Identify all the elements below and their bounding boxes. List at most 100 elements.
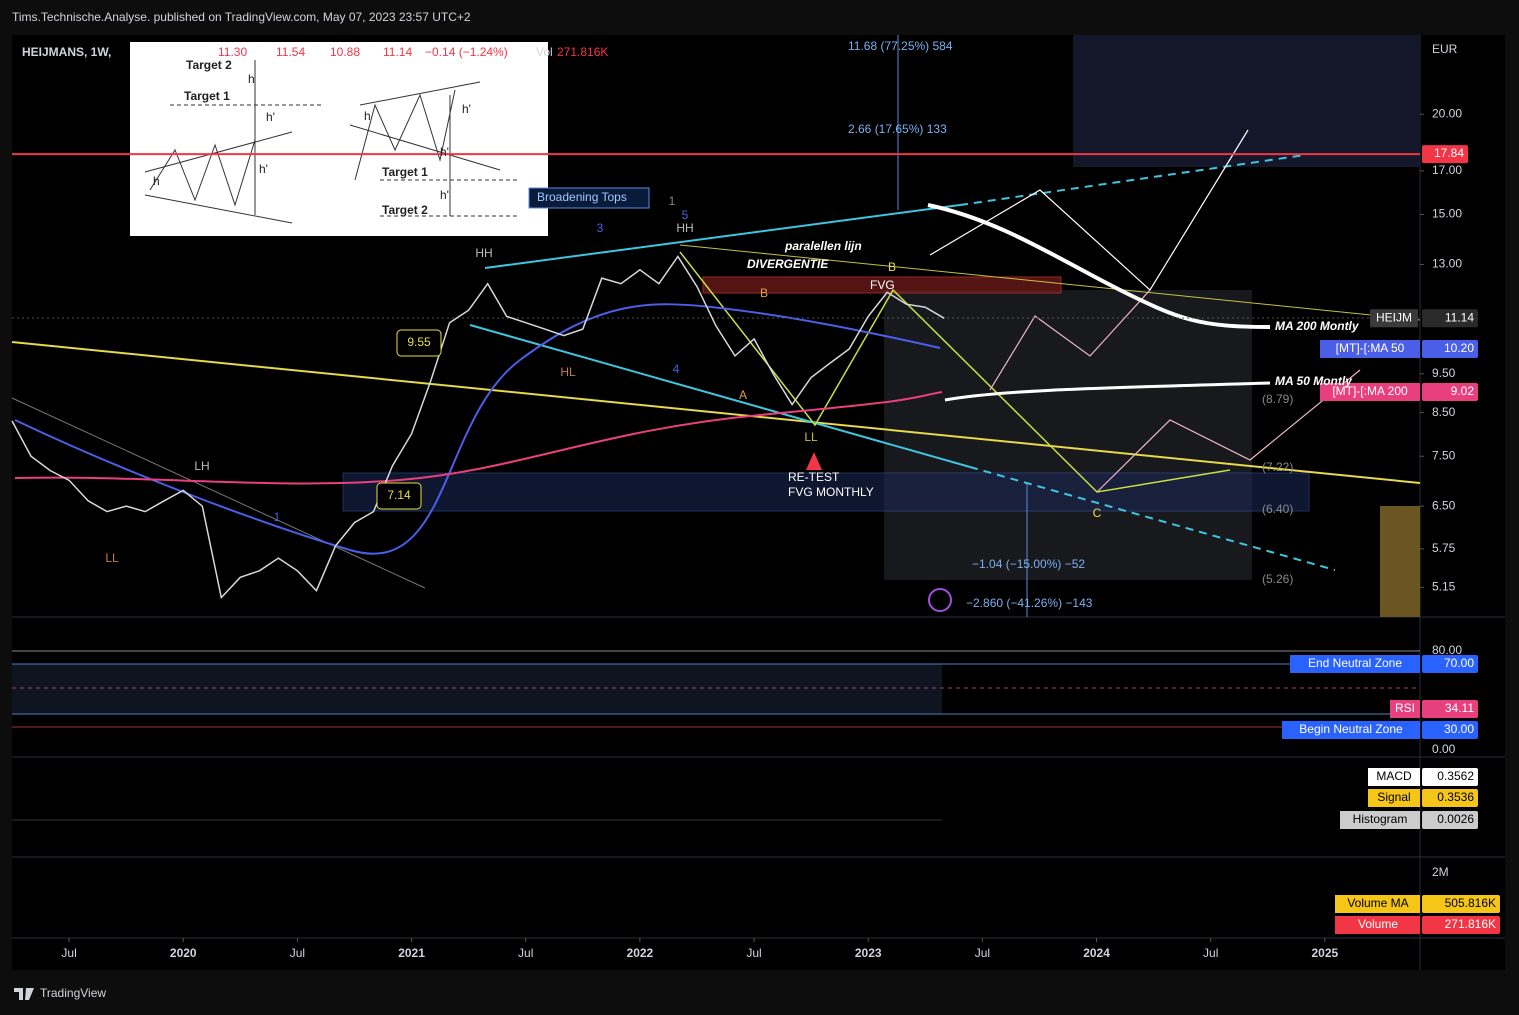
- legend-high: 11.54: [276, 45, 305, 59]
- ma-200-monthly: [927, 203, 1271, 329]
- macd-tag-name: Signal: [1377, 790, 1410, 804]
- inset-label: h: [153, 174, 160, 188]
- rsi-tag-name: End Neutral Zone: [1308, 656, 1402, 670]
- annotation: B: [760, 286, 768, 300]
- legend-open: 11.30: [218, 45, 247, 59]
- publisher: Tims.Technische.Analyse. published on Tr…: [12, 10, 471, 24]
- price-tag: [1422, 309, 1478, 328]
- annotation: MA 50 Montly: [1275, 374, 1353, 388]
- inset-label: h': [440, 145, 449, 159]
- inset-label: h': [440, 188, 449, 202]
- annotation: (7.22): [1262, 460, 1293, 474]
- legend-change: −0.14 (−1.24%): [425, 45, 508, 59]
- legend-symbol: HEIJMANS, 1W,: [22, 45, 111, 59]
- y-tick-label: 6.50: [1432, 498, 1456, 512]
- annotation: LL: [804, 430, 818, 444]
- annotation: 1: [669, 194, 676, 208]
- x-tick-label: 2021: [398, 946, 425, 960]
- macd-tag-name: Histogram: [1353, 812, 1408, 826]
- volume-tag-name: Volume MA: [1347, 896, 1408, 910]
- x-tick-label: 2020: [170, 946, 197, 960]
- annotation: −2.860 (−41.26%) −143: [966, 596, 1093, 610]
- neutral-zone: [12, 664, 942, 714]
- trendline: [469, 324, 971, 468]
- rsi-tick: 80.00: [1432, 643, 1462, 657]
- price-tag-label: 9.02: [1451, 384, 1475, 398]
- inset-drawing: [144, 60, 518, 224]
- price-tag-label: 505.816K: [1445, 896, 1496, 910]
- price-tag: [1422, 655, 1478, 673]
- annotation: A: [739, 388, 747, 402]
- price-tag: [1422, 895, 1500, 913]
- symbol-tag: [1370, 309, 1418, 328]
- annotation: HL: [560, 365, 576, 379]
- price-tag: [1422, 383, 1478, 401]
- annotation: 7.14: [387, 488, 411, 502]
- annotation: LL: [105, 551, 119, 565]
- legend-vol: Vol: [536, 45, 553, 59]
- ma-tag: [1320, 383, 1420, 401]
- price-tag: [1422, 145, 1468, 164]
- rsi-tick: 0.00: [1432, 742, 1456, 756]
- legend-low: 10.88: [330, 45, 360, 59]
- price-tag: [1422, 340, 1478, 358]
- y-tick-label: 20.00: [1432, 106, 1462, 120]
- brand-logo: [14, 988, 34, 1000]
- legend-volume: 271.816K: [557, 45, 608, 59]
- x-tick-label: Jul: [1203, 946, 1218, 960]
- price-tag-label: 0.3562: [1437, 769, 1474, 783]
- inset-label: h': [462, 102, 471, 116]
- annotation: (6.40): [1262, 502, 1293, 516]
- ma-tag-name: [MT]-[:MA 200: [1332, 384, 1408, 398]
- annotation: 4: [673, 362, 680, 376]
- annotation: 1: [274, 510, 281, 524]
- x-tick-label: Jul: [518, 946, 533, 960]
- rsi-tag-name: RSI: [1395, 701, 1415, 715]
- projection: [989, 289, 1151, 391]
- price-tag: [1422, 811, 1478, 829]
- label-box: [528, 187, 650, 209]
- x-tick-label: 2025: [1312, 946, 1339, 960]
- symbol-tag-label: HEIJM: [1376, 310, 1412, 324]
- price-tag: [1422, 721, 1478, 739]
- volume-tag: [1335, 895, 1420, 913]
- trendline: [679, 244, 1421, 321]
- price-tag-label: 34.11: [1445, 701, 1474, 715]
- inset-label: Target 1: [382, 165, 428, 179]
- annotation: FVG MONTHLY: [788, 485, 874, 499]
- projection: [1096, 369, 1361, 493]
- y-tick-label: 15.00: [1432, 207, 1462, 221]
- y-tick-label: 5.15: [1432, 580, 1456, 594]
- annotation: Broadening Tops: [537, 190, 627, 204]
- annotation: HH: [676, 221, 693, 235]
- trendline: [484, 204, 961, 269]
- annotation: C: [1093, 506, 1102, 520]
- trendline: [11, 397, 426, 589]
- annotation: MA 200 Montly: [1275, 319, 1360, 333]
- price-line: [11, 255, 945, 600]
- price-tag-label: 10.20: [1444, 341, 1474, 355]
- value-box: [396, 329, 442, 357]
- ma-tag-name: [MT]-[:MA 50: [1336, 341, 1405, 355]
- annotation: LH: [194, 459, 209, 473]
- volume-tag-name: Volume: [1358, 917, 1398, 931]
- inset-label: Target 2: [382, 203, 428, 217]
- price-tag-label: 271.816K: [1445, 917, 1496, 931]
- ma-50: [14, 303, 941, 555]
- volume-tag: [1335, 916, 1420, 934]
- x-tick-label: Jul: [290, 946, 305, 960]
- annotation: −1.04 (−15.00%) −52: [972, 557, 1085, 571]
- rsi-tag: [1290, 655, 1420, 673]
- annotation: 5: [682, 208, 689, 222]
- fvg-zone: [702, 276, 1062, 294]
- value-box: [376, 482, 422, 510]
- annotation: (5.26): [1262, 572, 1293, 586]
- volume-tick: 2M: [1432, 865, 1449, 879]
- annotation: 11.68 (77.25%) 584: [848, 39, 953, 53]
- inset-label: Target 1: [184, 89, 230, 103]
- inset-label: h: [364, 109, 371, 123]
- macd-tag-name: MACD: [1376, 769, 1412, 783]
- rsi-tag: [1390, 700, 1420, 718]
- inset-image: [130, 42, 548, 236]
